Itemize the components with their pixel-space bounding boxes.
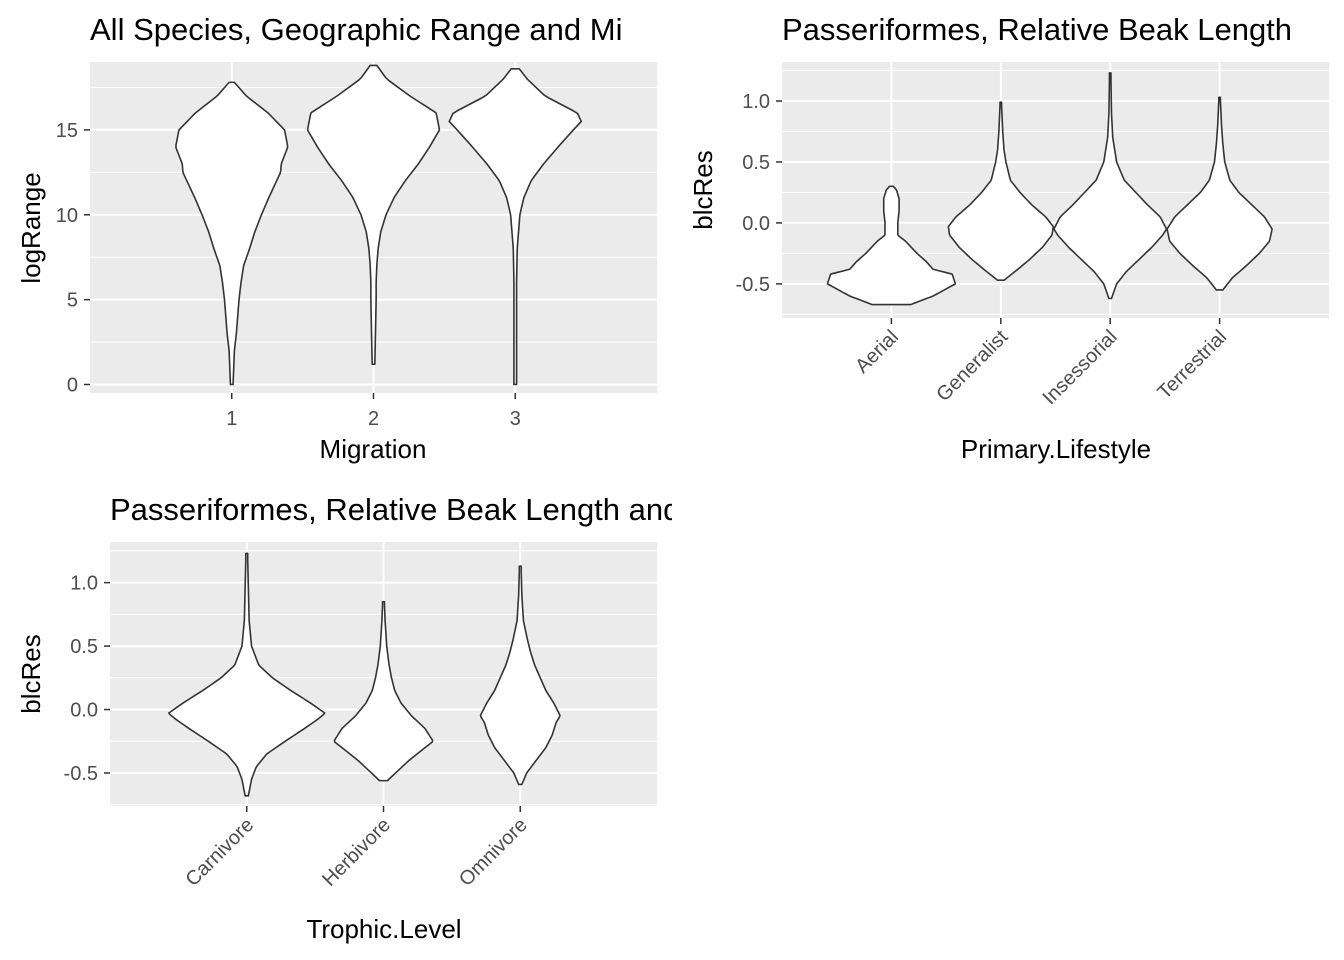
x-axis-title: Migration bbox=[320, 434, 427, 464]
x-tick-label: 2 bbox=[368, 408, 379, 430]
violin-herbivore bbox=[333, 600, 434, 782]
y-tick-label: 0.0 bbox=[742, 213, 770, 235]
y-tick-label: 15 bbox=[56, 120, 78, 142]
violin-generalist bbox=[947, 101, 1055, 282]
chart-svg: All Species, Geographic Range and Mi 0 5 1… bbox=[16, 12, 657, 464]
chart-svg: Passeriformes, Relative Beak Length -0.5… bbox=[688, 12, 1329, 464]
x-tick-label: Carnivore bbox=[181, 814, 258, 891]
y-axis-title: blcRes bbox=[16, 634, 46, 713]
chart-title: Passeriformes, Relative Beak Length and … bbox=[110, 492, 672, 527]
chart-lifestyle-beak: Passeriformes, Relative Beak Length -0.5… bbox=[672, 0, 1344, 470]
y-tick-label: 1.0 bbox=[742, 91, 770, 113]
x-tick-label: Omnivore bbox=[455, 814, 532, 891]
x-tick-label: Herbivore bbox=[318, 814, 395, 891]
x-tick-label: 1 bbox=[226, 408, 237, 430]
violin-3 bbox=[448, 67, 583, 386]
y-tick-label: 10 bbox=[56, 205, 78, 227]
x-tick-label: Insessorial bbox=[1039, 326, 1122, 409]
y-tick-label: 1.0 bbox=[70, 573, 98, 595]
x-tick-label: Aerial bbox=[851, 326, 903, 378]
chart-title: All Species, Geographic Range and Mi bbox=[90, 12, 622, 47]
y-axis-title: blcRes bbox=[688, 150, 718, 229]
x-axis-title: Trophic.Level bbox=[306, 914, 461, 944]
y-tick-label: 0.5 bbox=[742, 152, 770, 174]
chart-trophic-beak: Passeriformes, Relative Beak Length and … bbox=[0, 480, 672, 960]
violin-carnivore bbox=[168, 552, 326, 797]
violin-2 bbox=[306, 64, 441, 365]
violin-terrestrial bbox=[1166, 96, 1273, 291]
y-axis-title: logRange bbox=[16, 172, 46, 283]
x-tick-label: Generalist bbox=[932, 326, 1012, 406]
violin-1 bbox=[175, 81, 289, 386]
x-tick-label: Terrestrial bbox=[1153, 326, 1231, 404]
y-tick-label: 5 bbox=[67, 290, 78, 312]
y-tick-label: -0.5 bbox=[736, 274, 770, 296]
chart-migration-range: All Species, Geographic Range and Mi 0 5 1… bbox=[0, 0, 672, 470]
violin-aerial bbox=[826, 185, 957, 306]
x-axis-title: Primary.Lifestyle bbox=[961, 434, 1151, 464]
y-tick-label: -0.5 bbox=[64, 763, 98, 785]
x-tick-label: 3 bbox=[510, 408, 521, 430]
violin-omnivore bbox=[479, 565, 561, 786]
y-tick-label: 0 bbox=[67, 375, 78, 397]
y-tick-label: 0.5 bbox=[70, 636, 98, 658]
violin-insessorial bbox=[1053, 72, 1168, 300]
chart-svg: Passeriformes, Relative Beak Length and … bbox=[16, 492, 672, 944]
chart-title: Passeriformes, Relative Beak Length bbox=[782, 12, 1292, 47]
y-tick-label: 0.0 bbox=[70, 700, 98, 722]
